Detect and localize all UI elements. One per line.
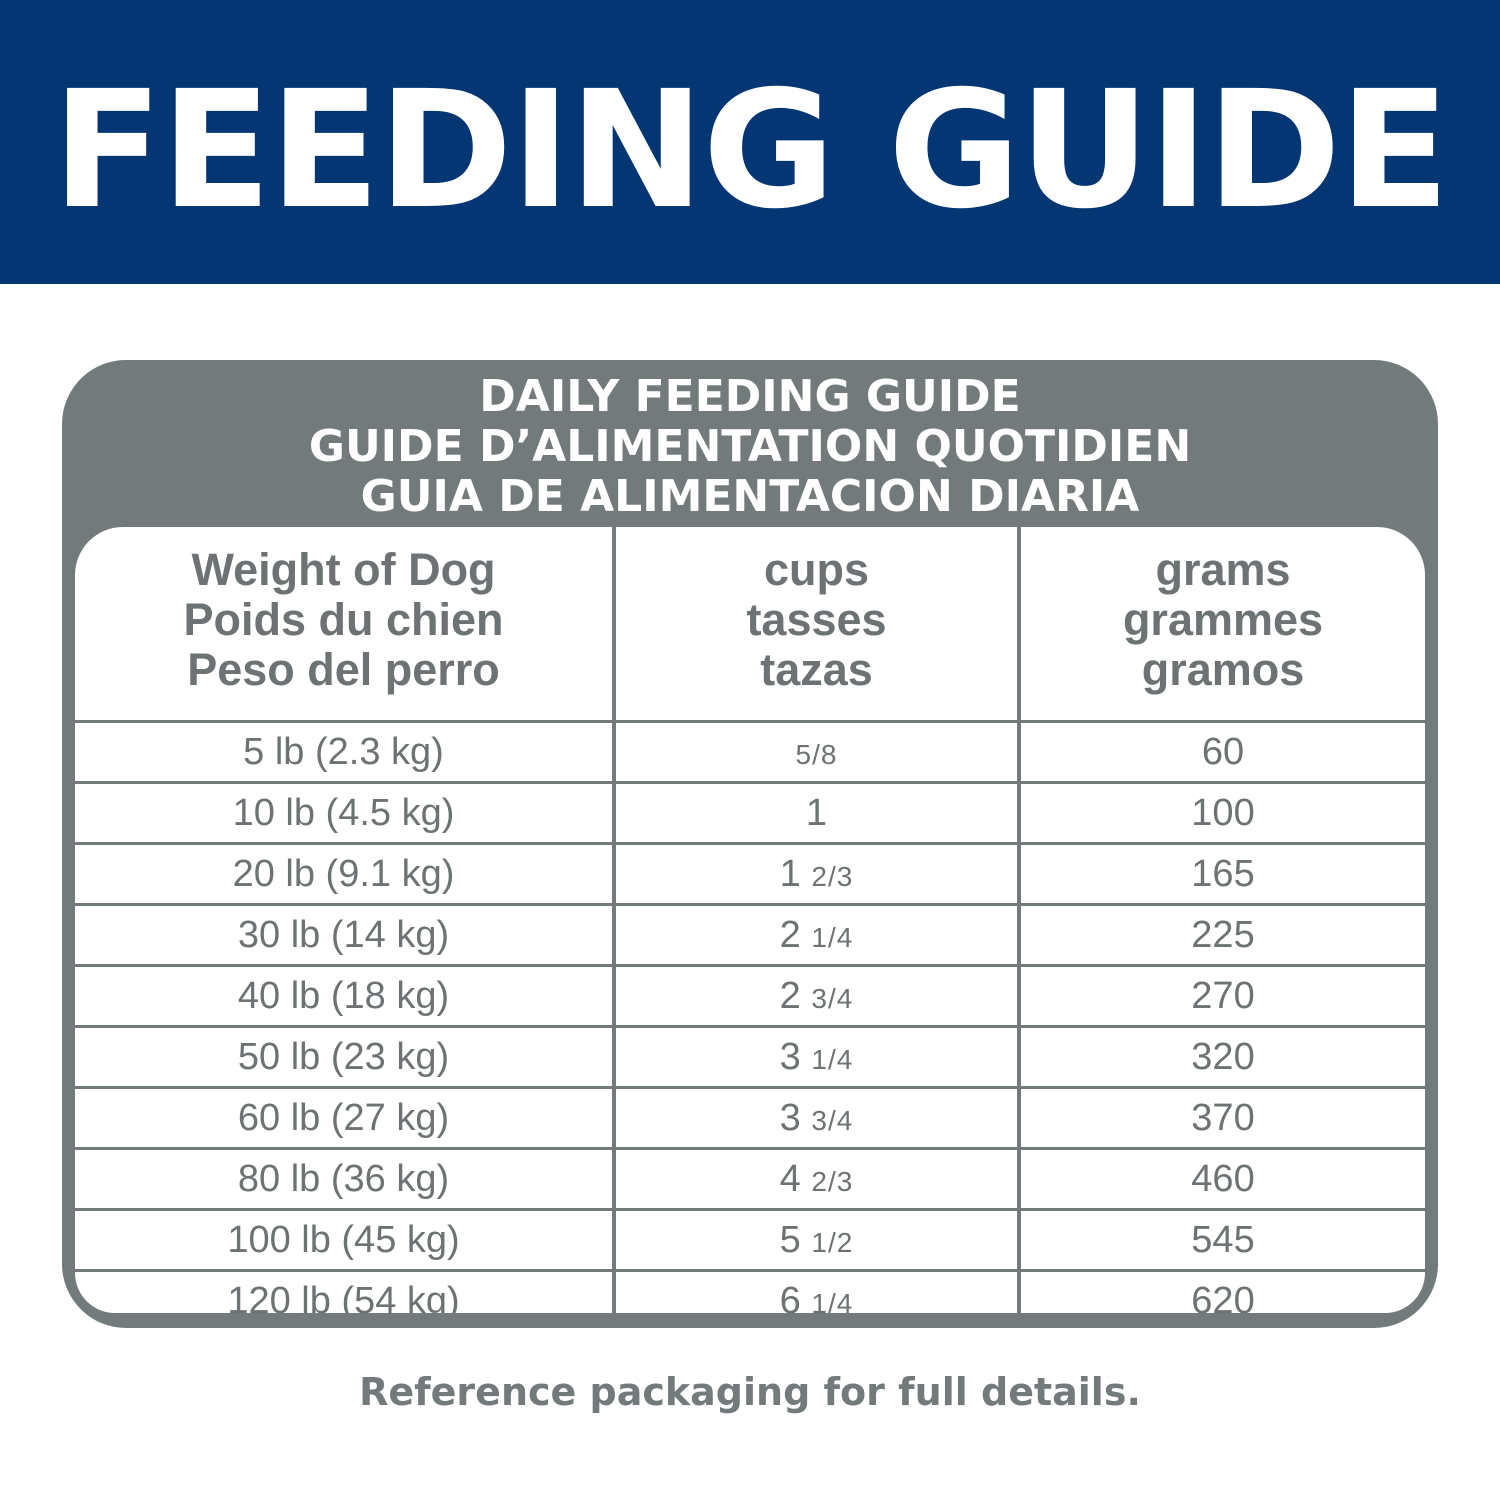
- grams-cell: 545: [1017, 1208, 1425, 1271]
- cups-fraction: 1/4: [811, 921, 854, 953]
- cups-cell: 5 1/2: [612, 1208, 1019, 1271]
- table-row: 20 lb (9.1 kg) 1 2/3 165: [75, 842, 1425, 905]
- weight-cell: 50 lb (23 kg): [75, 1025, 614, 1088]
- weight-cell: 120 lb (54 kg): [75, 1269, 614, 1313]
- cups-cell: 2 3/4: [612, 964, 1019, 1027]
- weight-cell: 60 lb (27 kg): [75, 1086, 614, 1149]
- weight-cell: 5 lb (2.3 kg): [75, 720, 614, 783]
- column-header-line: grams: [1155, 543, 1291, 595]
- table-row: 60 lb (27 kg) 3 3/4 370: [75, 1086, 1425, 1149]
- cups-fraction: 5/8: [795, 738, 838, 770]
- table-row: 120 lb (54 kg) 6 1/4 620: [75, 1269, 1425, 1314]
- table-row: 30 lb (14 kg) 2 1/4 225: [75, 903, 1425, 966]
- cups-whole: 5: [779, 1218, 801, 1261]
- weight-cell: 40 lb (18 kg): [75, 964, 614, 1027]
- cups-fraction: 3/4: [811, 1104, 854, 1136]
- grams-cell: 225: [1017, 903, 1425, 966]
- weight-cell: 20 lb (9.1 kg): [75, 842, 614, 905]
- column-header-weight: Weight of Dog Poids du chien Peso del pe…: [75, 527, 614, 723]
- cups-cell: 6 1/4: [612, 1269, 1019, 1314]
- column-header-line: tasses: [746, 593, 887, 645]
- header-banner: FEEDING GUIDE: [0, 0, 1500, 284]
- heading-spanish: GUIA DE ALIMENTACION DIARIA: [360, 471, 1140, 522]
- column-header-grams: grams grammes gramos: [1017, 527, 1425, 723]
- column-header-line: grammes: [1122, 593, 1324, 645]
- cups-whole: 1: [779, 852, 801, 895]
- column-header-line: gramos: [1141, 643, 1305, 695]
- table-header-row: Weight of Dog Poids du chien Peso del pe…: [75, 527, 1425, 723]
- grams-cell: 620: [1017, 1269, 1425, 1313]
- cups-whole: 2: [779, 974, 801, 1017]
- footer-note: Reference packaging for full details.: [359, 1370, 1141, 1414]
- cups-whole: 4: [779, 1157, 801, 1200]
- cups-cell: 3 1/4: [612, 1025, 1019, 1088]
- table-row: 40 lb (18 kg) 2 3/4 270: [75, 964, 1425, 1027]
- cups-fraction: 1/4: [811, 1287, 854, 1314]
- cups-cell: 5/8: [612, 720, 1019, 783]
- cups-fraction: 1/4: [811, 1043, 854, 1075]
- cups-whole: 3: [779, 1096, 801, 1139]
- table-row: 5 lb (2.3 kg) 5/8 60: [75, 720, 1425, 783]
- table-row: 50 lb (23 kg) 3 1/4 320: [75, 1025, 1425, 1088]
- cups-fraction: 2/3: [811, 1165, 854, 1197]
- feeding-table: Weight of Dog Poids du chien Peso del pe…: [75, 527, 1425, 1313]
- cups-cell: 2 1/4: [612, 903, 1019, 966]
- weight-cell: 80 lb (36 kg): [75, 1147, 614, 1210]
- column-header-line: Peso del perro: [187, 643, 500, 695]
- column-header-cups: cups tasses tazas: [612, 527, 1019, 723]
- cups-cell: 1 2/3: [612, 842, 1019, 905]
- cups-cell: 1: [612, 781, 1019, 844]
- cups-whole: 2: [779, 913, 801, 956]
- grams-cell: 460: [1017, 1147, 1425, 1210]
- cups-fraction: 3/4: [811, 982, 854, 1014]
- table-row: 100 lb (45 kg) 5 1/2 545: [75, 1208, 1425, 1271]
- cups-whole: 1: [805, 791, 828, 834]
- grams-cell: 370: [1017, 1086, 1425, 1149]
- grams-cell: 100: [1017, 781, 1425, 844]
- table-row: 10 lb (4.5 kg) 1 100: [75, 781, 1425, 844]
- heading-french: GUIDE D’ALIMENTATION QUOTIDIEN: [308, 421, 1192, 472]
- table-row: 80 lb (36 kg) 4 2/3 460: [75, 1147, 1425, 1210]
- grams-cell: 270: [1017, 964, 1425, 1027]
- heading-english: DAILY FEEDING GUIDE: [479, 371, 1021, 422]
- cups-whole: 6: [779, 1279, 801, 1314]
- cups-fraction: 2/3: [811, 860, 854, 892]
- grams-cell: 320: [1017, 1025, 1425, 1088]
- panel-heading: DAILY FEEDING GUIDE GUIDE D’ALIMENTATION…: [62, 372, 1438, 522]
- grams-cell: 165: [1017, 842, 1425, 905]
- grams-cell: 60: [1017, 720, 1425, 783]
- weight-cell: 30 lb (14 kg): [75, 903, 614, 966]
- cups-cell: 3 3/4: [612, 1086, 1019, 1149]
- cups-cell: 4 2/3: [612, 1147, 1019, 1210]
- column-header-line: Weight of Dog: [191, 543, 496, 595]
- cups-whole: 3: [779, 1035, 801, 1078]
- column-header-line: Poids du chien: [183, 593, 504, 645]
- feeding-guide-panel: DAILY FEEDING GUIDE GUIDE D’ALIMENTATION…: [62, 360, 1438, 1328]
- column-header-line: tazas: [760, 643, 873, 695]
- cups-fraction: 1/2: [811, 1226, 854, 1258]
- weight-cell: 100 lb (45 kg): [75, 1208, 614, 1271]
- page-title: FEEDING GUIDE: [52, 57, 1450, 245]
- weight-cell: 10 lb (4.5 kg): [75, 781, 614, 844]
- column-header-line: cups: [763, 543, 870, 595]
- feeding-table-container: Weight of Dog Poids du chien Peso del pe…: [75, 527, 1425, 1313]
